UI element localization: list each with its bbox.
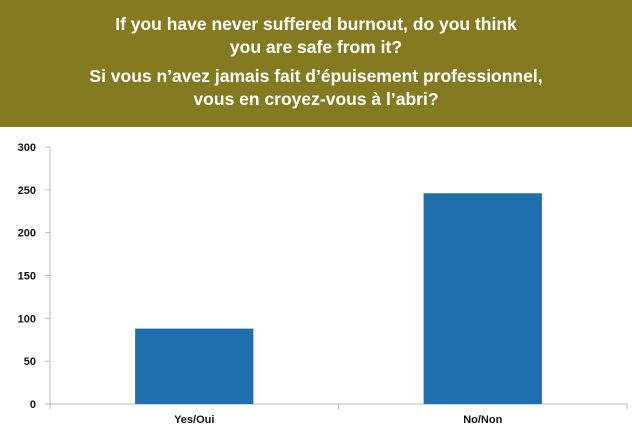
bar-chart: 0 50 100 150 200 250 300 Yes/Oui No/Non xyxy=(18,142,628,426)
chart-title-banner: If you have never suffered burnout, do y… xyxy=(0,0,632,127)
y-tick-label: 200 xyxy=(18,228,36,240)
title-english-line-1: If you have never suffered burnout, do y… xyxy=(115,14,517,34)
title-english-line-2: you are safe from it? xyxy=(229,37,403,57)
bar-yes-oui xyxy=(135,328,254,404)
y-axis: 0 50 100 150 200 250 300 xyxy=(18,142,51,411)
x-axis: Yes/Oui No/Non xyxy=(49,403,628,426)
x-tick-label: No/Non xyxy=(463,414,502,426)
y-tick-label: 250 xyxy=(18,185,36,197)
bars xyxy=(135,193,542,404)
y-tick-label: 50 xyxy=(24,356,36,368)
y-tick-label: 300 xyxy=(18,142,36,154)
y-tick-label: 100 xyxy=(18,313,36,325)
bar-no-non xyxy=(423,193,542,404)
y-tick-label: 0 xyxy=(30,399,36,411)
title-french-line-1: Si vous n’avez jamais fait d’épuisement … xyxy=(89,66,543,86)
x-tick-label: Yes/Oui xyxy=(174,414,214,426)
y-tick-label: 150 xyxy=(18,271,36,283)
title-french-line-2: vous en croyez-vous à l’abri? xyxy=(193,89,439,109)
